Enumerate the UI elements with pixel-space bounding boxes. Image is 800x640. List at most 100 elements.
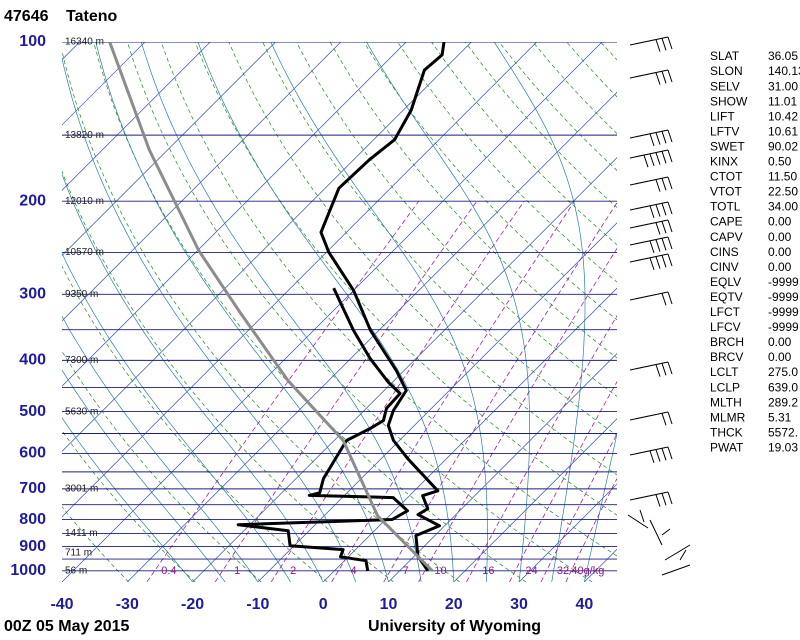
wind-barb <box>629 129 673 147</box>
dry-adiabat <box>465 42 617 208</box>
index-name: LCLP <box>710 380 740 394</box>
x-tick-label: 0 <box>319 596 328 613</box>
index-value: 0.00 <box>768 245 792 259</box>
index-value: 289.2 <box>768 395 798 409</box>
index-value: 5.31 <box>768 410 792 424</box>
mixing-ratio-label: 0.4 <box>161 565 176 577</box>
index-name: VTOT <box>710 185 742 199</box>
wind-barb <box>649 519 671 546</box>
isotherm <box>453 418 617 582</box>
index-value: 0.00 <box>768 350 792 364</box>
index-name: SHOW <box>710 94 748 108</box>
height-label: 10570 m <box>65 247 104 258</box>
dry-adiabat <box>566 42 617 98</box>
height-label: 56 m <box>65 565 87 576</box>
index-name: KINX <box>710 155 738 169</box>
moist-adiabat <box>95 42 389 582</box>
dry-adiabat <box>62 350 262 582</box>
wind-barb <box>629 236 673 254</box>
indices-table: SLAT 36.05 SLON 140.13 SELV 31.00 SHOW 11.01 LIF… <box>710 49 800 454</box>
y-tick-label: 100 <box>19 33 46 50</box>
mixing-ratio-label: 10 <box>434 565 446 577</box>
index-value: -9999 <box>768 305 799 319</box>
index-value: 11.50 <box>768 170 797 184</box>
dry-adiabat <box>62 170 394 582</box>
index-value: 5572. <box>768 425 798 439</box>
mixing-ratio-label: 2 <box>290 565 296 577</box>
x-tick-label: -10 <box>246 596 269 613</box>
index-value: 36.05 <box>768 49 798 63</box>
wind-barb <box>629 253 673 271</box>
height-label: 3001 m <box>65 484 98 495</box>
index-value: -9999 <box>768 275 799 289</box>
height-label: 7300 m <box>65 355 98 366</box>
dry-adiabat <box>295 42 617 397</box>
index-value: 0.00 <box>768 260 792 274</box>
x-tick-label: -30 <box>116 596 139 613</box>
station-name: Tateno <box>66 8 117 25</box>
isotherm <box>62 42 146 126</box>
index-name: THCK <box>710 425 743 439</box>
index-value: 10.61 <box>768 124 798 138</box>
index-value: -9999 <box>768 320 799 334</box>
dry-adiabat <box>62 430 196 582</box>
height-label: 1411 m <box>65 528 98 539</box>
wind-barb <box>629 446 673 464</box>
height-label: 12010 m <box>65 196 104 207</box>
x-tick-label: 20 <box>445 596 463 613</box>
height-label: 16340 m <box>65 37 104 48</box>
dry-adiabat <box>62 265 328 582</box>
y-tick-label: 700 <box>19 480 46 497</box>
index-value: 34.00 <box>768 200 798 214</box>
labels: 0.4 1 2 4 7 10 16 24 32 40g/kg1002003004005006007… <box>10 33 604 613</box>
wind-barb <box>629 176 673 192</box>
index-name: LFTV <box>710 124 739 138</box>
moist-adiabat <box>270 42 488 582</box>
wind-barb <box>629 36 673 52</box>
y-tick-label: 600 <box>19 445 46 462</box>
dry-adiabat <box>498 42 617 171</box>
moist-adiabat <box>584 432 617 582</box>
isotherm <box>0 42 14 582</box>
moist-adiabat <box>140 42 422 582</box>
wind-barb <box>629 361 673 377</box>
wind-barb <box>629 69 673 85</box>
wind-barb <box>629 411 673 426</box>
index-name: LCLT <box>710 365 739 379</box>
wind-barb <box>629 291 673 306</box>
height-label: 5630 m <box>65 406 98 417</box>
isotherm <box>192 157 617 582</box>
wind-barbs <box>627 36 691 576</box>
x-tick-label: 30 <box>510 596 528 613</box>
source: University of Wyoming <box>368 618 541 635</box>
isotherm <box>62 42 603 582</box>
index-name: PWAT <box>710 440 744 454</box>
mixing-ratio-label: 16 <box>482 565 494 577</box>
index-name: MLTH <box>710 395 742 409</box>
moist-adiabat <box>197 42 455 582</box>
isotherm <box>518 483 617 582</box>
x-tick-label: -20 <box>181 596 204 613</box>
index-name: CTOT <box>710 170 743 184</box>
index-name: CINS <box>710 245 739 259</box>
index-name: EQLV <box>710 275 741 289</box>
index-name: SWET <box>710 139 745 153</box>
dry-adiabat <box>62 49 461 582</box>
isotherm <box>322 287 617 582</box>
wind-barb <box>629 491 673 507</box>
index-name: CAPV <box>710 230 743 244</box>
y-tick-label: 400 <box>19 352 46 369</box>
dry-adiabat <box>127 42 593 582</box>
dry-adiabat <box>160 42 617 557</box>
dry-adiabat <box>62 580 63 582</box>
index-value: 0.50 <box>768 155 792 169</box>
wind-barb <box>627 509 649 529</box>
wind-barb <box>661 564 691 576</box>
isotherm <box>62 42 80 61</box>
index-value: 19.03 <box>768 440 798 454</box>
mixing-ratio-line <box>146 200 420 582</box>
moist-adiabat <box>366 42 530 582</box>
y-tick-label: 900 <box>19 538 46 555</box>
isotherm <box>62 42 276 257</box>
